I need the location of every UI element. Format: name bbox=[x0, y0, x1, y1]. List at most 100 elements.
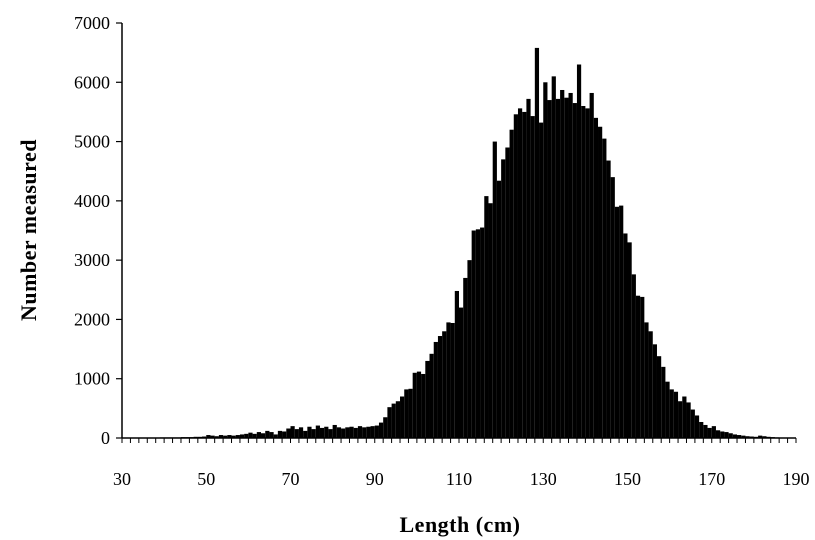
histogram-bar bbox=[619, 205, 624, 438]
histogram-bar bbox=[303, 430, 308, 438]
histogram-bar bbox=[623, 233, 628, 438]
histogram-bar bbox=[256, 432, 262, 438]
y-tick-label: 2000 bbox=[74, 309, 110, 329]
histogram-bar bbox=[682, 396, 687, 438]
x-tick-label: 150 bbox=[614, 469, 641, 489]
y-tick-label: 6000 bbox=[74, 72, 110, 92]
histogram-bar bbox=[408, 388, 413, 438]
histogram-bar bbox=[602, 138, 607, 439]
histogram-bar bbox=[581, 106, 586, 438]
axes-group bbox=[116, 22, 797, 443]
histogram-bar bbox=[319, 427, 325, 438]
histogram-bar bbox=[526, 98, 531, 438]
x-tick-label: 50 bbox=[197, 469, 215, 489]
histogram-bar bbox=[353, 427, 358, 438]
histogram-bar bbox=[732, 434, 738, 438]
histogram-bar bbox=[598, 126, 603, 438]
histogram-bar bbox=[585, 108, 590, 439]
histogram-bar bbox=[383, 417, 388, 438]
histogram-bar bbox=[517, 108, 523, 439]
histogram-bar bbox=[315, 425, 320, 438]
histogram-bar bbox=[206, 435, 211, 438]
histogram-bar bbox=[656, 356, 662, 438]
histogram-bar bbox=[450, 322, 455, 438]
histogram-bar bbox=[332, 424, 337, 438]
histogram-bar bbox=[265, 430, 270, 438]
histogram-bar bbox=[703, 424, 708, 438]
histogram-bar bbox=[395, 401, 401, 438]
histogram-bar bbox=[560, 89, 565, 439]
histogram-bar bbox=[366, 426, 371, 438]
histogram-bar bbox=[492, 141, 497, 438]
histogram-bar bbox=[400, 396, 405, 438]
histogram-bar bbox=[589, 92, 594, 439]
histogram-bar bbox=[707, 427, 712, 438]
histogram-bar bbox=[568, 92, 573, 439]
x-axis-title: Length (cm) bbox=[400, 512, 521, 537]
histogram-bar bbox=[551, 76, 556, 439]
histogram-bar bbox=[627, 242, 632, 438]
bars-group bbox=[134, 47, 784, 439]
histogram-bar bbox=[501, 159, 506, 439]
histogram-bar bbox=[416, 371, 422, 438]
histogram-bar bbox=[543, 82, 548, 438]
histogram-bar bbox=[235, 435, 240, 438]
histogram-bar bbox=[564, 97, 569, 438]
histogram-bar bbox=[661, 366, 666, 438]
histogram-bar bbox=[534, 47, 540, 439]
histogram-bar bbox=[686, 402, 691, 438]
histogram-bar bbox=[298, 427, 304, 438]
histogram-bar bbox=[720, 431, 725, 438]
histogram-bar bbox=[446, 322, 451, 438]
histogram-bar bbox=[614, 206, 620, 438]
histogram-bar bbox=[412, 372, 417, 438]
histogram-bar bbox=[362, 427, 367, 438]
histogram-bar bbox=[223, 435, 228, 438]
histogram-bar bbox=[336, 427, 342, 438]
histogram-bar bbox=[282, 431, 287, 438]
histogram-bar bbox=[349, 426, 354, 438]
histogram-bar bbox=[231, 435, 236, 438]
histogram-bar bbox=[471, 230, 476, 438]
histogram-bar bbox=[665, 381, 670, 438]
histogram-bar bbox=[715, 430, 721, 438]
y-tick-labels: 0 1000 2000 3000 4000 5000 6000 7000 bbox=[74, 13, 110, 448]
histogram-bar bbox=[644, 322, 649, 438]
x-tick-label: 110 bbox=[446, 469, 472, 489]
histogram-bar bbox=[475, 229, 481, 438]
histogram-bar bbox=[286, 428, 291, 438]
histogram-bar bbox=[429, 353, 434, 438]
histogram-bar bbox=[737, 435, 742, 438]
x-tick-label: 170 bbox=[698, 469, 725, 489]
histogram-bar bbox=[425, 360, 430, 438]
histogram-bar bbox=[269, 432, 274, 438]
histogram-bar bbox=[673, 391, 679, 438]
histogram-bar bbox=[307, 426, 312, 438]
histogram-bar bbox=[724, 432, 729, 438]
x-tick-label: 70 bbox=[282, 469, 300, 489]
histogram-bar bbox=[758, 435, 763, 438]
histogram-bar bbox=[357, 426, 363, 438]
histogram-bar bbox=[694, 415, 700, 438]
y-tick-label: 7000 bbox=[74, 13, 110, 33]
histogram-bar bbox=[572, 103, 577, 438]
histogram-bar bbox=[442, 331, 447, 438]
histogram-bar bbox=[745, 436, 750, 438]
histogram-bar bbox=[496, 180, 502, 438]
histogram-bar bbox=[227, 435, 232, 438]
histogram-bar bbox=[248, 432, 253, 438]
histogram-bar bbox=[374, 425, 379, 438]
y-tick-label: 3000 bbox=[74, 250, 110, 270]
histogram-bar bbox=[324, 426, 329, 438]
histogram-bar bbox=[480, 227, 485, 438]
x-tick-label: 30 bbox=[113, 469, 131, 489]
histogram-bar bbox=[463, 277, 468, 438]
histogram-bar bbox=[433, 341, 438, 438]
histogram-bar bbox=[648, 331, 653, 438]
histogram-bar bbox=[631, 274, 636, 438]
histogram-bar bbox=[640, 296, 645, 438]
histogram-bar bbox=[214, 436, 219, 438]
histogram-bar bbox=[459, 307, 464, 438]
histogram-bar bbox=[277, 430, 283, 438]
